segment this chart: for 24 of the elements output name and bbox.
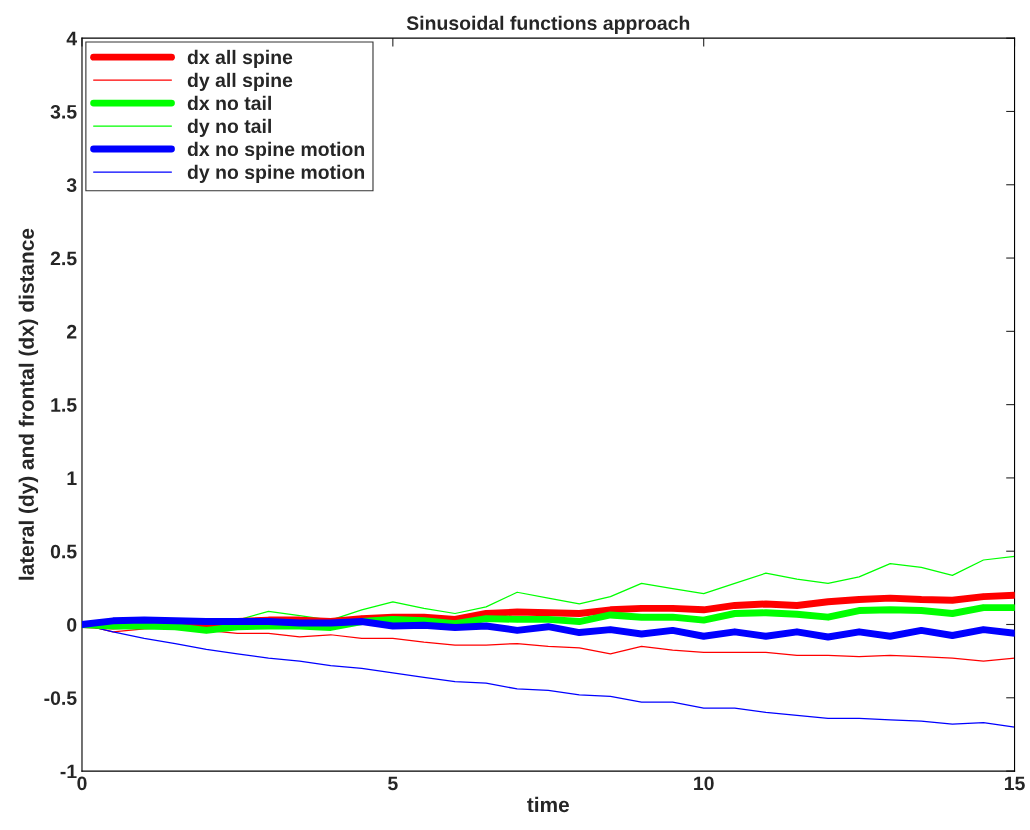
chart-title: Sinusoidal functions approach xyxy=(406,15,690,34)
x-tick-label: 5 xyxy=(388,776,398,791)
y-tick-label: 0.5 xyxy=(50,544,77,559)
y-tick-label: 0 xyxy=(67,617,77,632)
legend-label: dx no spine motion xyxy=(187,141,365,160)
legend-label: dx no tail xyxy=(187,95,271,111)
legend-label: dy no spine motion xyxy=(187,164,365,183)
x-tick-label: 10 xyxy=(694,776,714,791)
y-tick-label: 2 xyxy=(66,324,77,339)
x-tick-label: 15 xyxy=(1004,776,1025,791)
y-tick-label: 3.5 xyxy=(50,104,77,119)
x-axis-title: time xyxy=(527,796,569,813)
legend-label: dx all spine xyxy=(187,49,293,68)
y-axis-title: lateral (dy) and frontal (dx) distance xyxy=(18,228,39,580)
legend-label: dy no tail xyxy=(187,118,271,137)
legend-label: dy all spine xyxy=(187,72,293,91)
y-tick-label: 1.5 xyxy=(51,398,77,412)
y-tick-label: 3 xyxy=(66,178,77,193)
x-tick-label: 0 xyxy=(77,776,87,791)
y-tick-label: 2.5 xyxy=(50,251,77,266)
y-tick-label: -0.5 xyxy=(44,691,77,706)
y-tick-label: -1 xyxy=(60,764,77,779)
y-tick-label: 1 xyxy=(67,471,77,485)
y-tick-label: 4 xyxy=(66,31,78,46)
